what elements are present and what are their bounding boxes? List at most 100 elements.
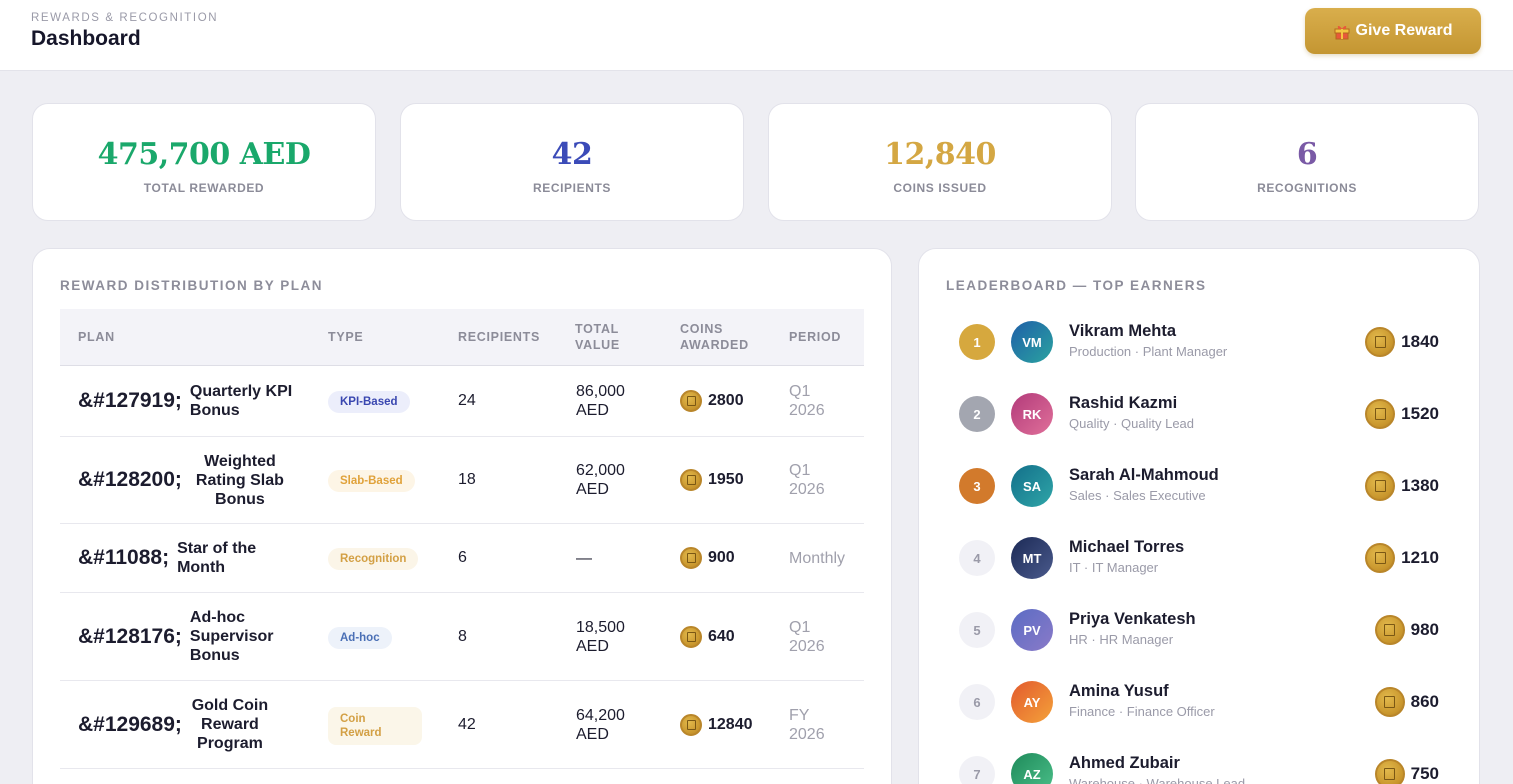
give-reward-button[interactable]: Give Reward xyxy=(1305,8,1481,54)
employee-name: Rashid Kazmi xyxy=(1069,394,1178,412)
total-value: 18,500 AED xyxy=(576,619,625,655)
type-badge: Ad-hoc xyxy=(328,627,392,649)
type-badge: Coin Reward xyxy=(328,707,422,745)
stat-label: RECOGNITIONS xyxy=(1257,181,1357,195)
rank-badge: 1 xyxy=(959,324,995,360)
employee-name: Sarah Al-Mahmoud xyxy=(1069,466,1219,484)
earned-coins: 1840 xyxy=(1365,327,1439,357)
coins-value: 1520 xyxy=(1401,404,1439,423)
coins-awarded: 900 xyxy=(680,547,735,569)
coin-icon xyxy=(680,714,702,736)
table-row[interactable]: &#128200; Weighted Rating Slab Bonus Sla… xyxy=(60,437,864,524)
period: Q1 2026 xyxy=(789,462,825,498)
rank-badge: 5 xyxy=(959,612,995,648)
coins-awarded: 12840 xyxy=(680,714,753,736)
coins-value: 750 xyxy=(1410,764,1439,783)
rank-badge: 6 xyxy=(959,684,995,720)
table-row[interactable]: &#128176; Ad-hoc Supervisor Bonus Ad-hoc… xyxy=(60,593,864,681)
plan-name: Weighted Rating Slab Bonus xyxy=(195,452,284,508)
leaderboard-row[interactable]: 3 SA Sarah Al-Mahmoud Sales · Sales Executi… xyxy=(959,458,1439,514)
panel-title: REWARD DISTRIBUTION BY PLAN xyxy=(60,278,324,293)
column-header-type[interactable]: TYPE xyxy=(328,330,364,344)
earned-coins: 1380 xyxy=(1365,471,1439,501)
coins-value: 1840 xyxy=(1401,332,1439,351)
earned-coins: 980 xyxy=(1374,615,1439,645)
column-header-recipients[interactable]: RECIPIENTS xyxy=(458,330,541,344)
plan-name: Ad-hoc Supervisor Bonus xyxy=(189,609,274,664)
earned-coins: 860 xyxy=(1374,687,1439,717)
coins-value: 640 xyxy=(708,628,735,645)
page-title: Dashboard xyxy=(31,27,141,50)
leaderboard-panel: LEADERBOARD — TOP EARNERS 1 VM Vikram Meht… xyxy=(918,248,1480,784)
type-badge: Recognition xyxy=(328,548,419,570)
employee-name: Vikram Mehta xyxy=(1069,322,1176,340)
column-header-period[interactable]: PERIOD xyxy=(789,330,842,344)
rank-badge: 3 xyxy=(959,468,995,504)
plan-name: Quarterly KPI Bonus xyxy=(189,383,293,419)
coins-value: 1380 xyxy=(1401,476,1439,495)
table-row[interactable]: &#127919; Quarterly KPI Bonus KPI-Based … xyxy=(60,366,864,437)
earned-coins: 750 xyxy=(1374,759,1439,784)
avatar: SA xyxy=(1011,465,1053,507)
avatar: AZ xyxy=(1011,753,1053,784)
avatar: MT xyxy=(1011,537,1053,579)
coins-awarded: 2800 xyxy=(680,390,744,412)
rank-badge: 4 xyxy=(959,540,995,576)
coin-icon xyxy=(1365,399,1396,429)
coins-value: 12840 xyxy=(708,716,753,733)
employee-role: Production · Plant Manager xyxy=(1069,344,1228,359)
stat-label: COINS ISSUED xyxy=(893,181,987,195)
employee-name: Ahmed Zubair xyxy=(1069,754,1180,772)
panel-title: LEADERBOARD — TOP EARNERS xyxy=(946,278,1207,293)
stat-value: 6 xyxy=(1296,137,1318,172)
coins-value: 900 xyxy=(708,549,735,566)
coin-icon xyxy=(1374,615,1405,645)
plan-icon-code: &#129689; xyxy=(78,712,182,736)
leaderboard-row[interactable]: 1 VM Vikram Mehta Production · Plant Manage… xyxy=(959,314,1439,370)
leaderboard-row[interactable]: 7 AZ Ahmed Zubair Warehouse · Warehouse Lea… xyxy=(959,746,1439,784)
avatar: PV xyxy=(1011,609,1053,651)
plan-cell: &#128176; Ad-hoc Supervisor Bonus xyxy=(78,593,280,680)
plan-icon-code: &#127919; xyxy=(78,389,182,412)
column-header-coins-awarded[interactable]: COINS AWARDED xyxy=(680,322,749,352)
plan-icon-code: &#128176; xyxy=(78,624,182,648)
leaderboard-row[interactable]: 5 PV Priya Venkatesh HR · HR Manager 980 xyxy=(959,602,1439,658)
give-reward-label: Give Reward xyxy=(1355,22,1453,39)
rank-badge: 2 xyxy=(959,396,995,432)
employee-name: Amina Yusuf xyxy=(1069,682,1169,700)
leaderboard-row[interactable]: 2 RK Rashid Kazmi Quality · Quality Lead 152… xyxy=(959,386,1439,442)
earned-coins: 1520 xyxy=(1365,399,1439,429)
avatar: VM xyxy=(1011,321,1053,363)
top-header: REWARDS & RECOGNITION Dashboard Give Rew… xyxy=(0,0,1513,71)
recipients-count: 6 xyxy=(458,549,467,566)
coins-value: 1950 xyxy=(708,471,744,488)
leaderboard-row[interactable]: 4 MT Michael Torres IT · IT Manager 1210 xyxy=(959,530,1439,586)
stat-card-recipients: 42 RECIPIENTS xyxy=(400,103,744,221)
coins-value: 980 xyxy=(1410,620,1439,639)
plan-cell: &#129689; Gold Coin Reward Program xyxy=(78,681,270,768)
leaderboard-row[interactable]: 6 AY Amina Yusuf Finance · Finance Officer 8… xyxy=(959,674,1439,730)
table-row[interactable]: &#129689; Gold Coin Reward Program Coin … xyxy=(60,681,864,769)
period: Monthly xyxy=(789,550,846,567)
coin-icon xyxy=(1365,471,1396,501)
column-header-plan[interactable]: PLAN xyxy=(78,330,115,344)
table-row[interactable]: &#11088; Star of the Month Recognition 6… xyxy=(60,524,864,593)
stat-card-coins-issued: 12,840 COINS ISSUED xyxy=(768,103,1112,221)
earned-coins: 1210 xyxy=(1365,543,1439,573)
plan-icon-code: &#128200; xyxy=(78,468,182,491)
stat-card-recognitions: 6 RECOGNITIONS xyxy=(1135,103,1479,221)
employee-role: Finance · Finance Officer xyxy=(1069,704,1215,719)
plan-name: Gold Coin Reward Program xyxy=(191,697,269,752)
rank-badge: 7 xyxy=(959,756,995,784)
stat-label: RECIPIENTS xyxy=(532,181,611,195)
coin-icon xyxy=(1374,687,1405,717)
column-header-total-value[interactable]: TOTAL VALUE xyxy=(575,322,620,352)
section-eyebrow: REWARDS & RECOGNITION xyxy=(31,12,219,24)
coins-awarded: 640 xyxy=(680,626,735,648)
type-badge: Slab-Based xyxy=(328,470,415,492)
stat-card-total-rewarded: 475,700 AED TOTAL REWARDED xyxy=(32,103,376,221)
plan-cell: &#127919; Quarterly KPI Bonus xyxy=(78,366,300,436)
employee-name: Michael Torres xyxy=(1069,538,1185,556)
coin-icon xyxy=(680,547,702,569)
coin-icon xyxy=(1365,543,1396,573)
